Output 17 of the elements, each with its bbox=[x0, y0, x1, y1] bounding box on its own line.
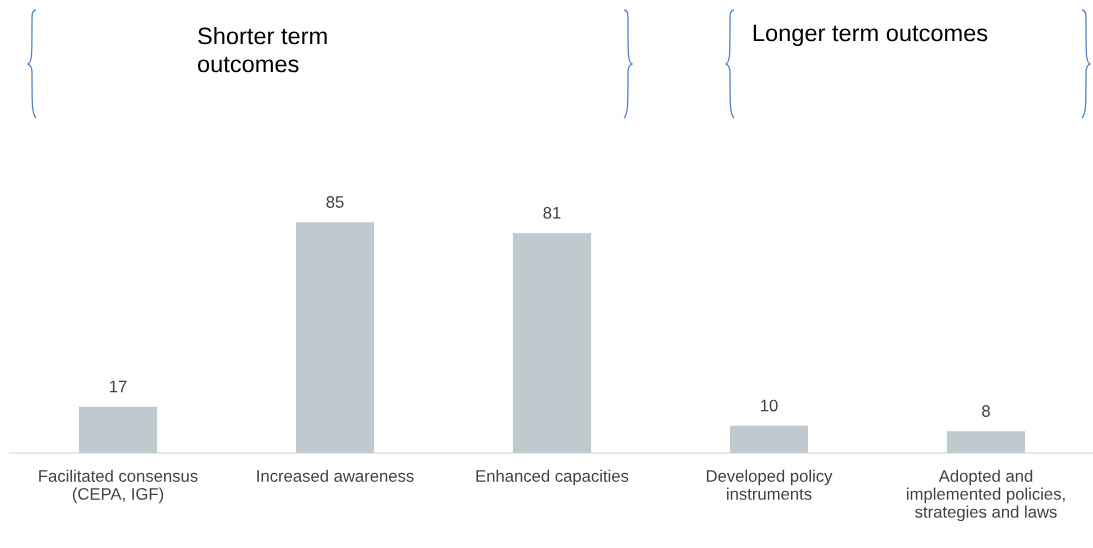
text: Shorter term outcomes bbox=[197, 27, 327, 73]
bar bbox=[78, 406, 158, 453]
data-label: 81 bbox=[543, 206, 561, 219]
data-label: 8 bbox=[982, 405, 990, 417]
x-tick-label: Enhanced capacities bbox=[476, 469, 629, 486]
data-label: 17 bbox=[110, 380, 127, 393]
bar bbox=[512, 233, 592, 453]
bar bbox=[295, 222, 375, 453]
bar bbox=[946, 431, 1026, 453]
data-label: 10 bbox=[761, 399, 778, 412]
data-label: 85 bbox=[326, 196, 344, 208]
x-tick-label: Developed policy instruments bbox=[706, 469, 833, 500]
x-tick-label: Adopted and implemented policies, strategies and laws bbox=[906, 469, 1065, 522]
x-tick-label: Increased awareness bbox=[257, 469, 414, 482]
x-tick-label: Facilitated consensus (CEPA, IGF) bbox=[39, 469, 198, 504]
bar bbox=[729, 425, 809, 453]
text: Longer term outcomes bbox=[753, 24, 988, 47]
